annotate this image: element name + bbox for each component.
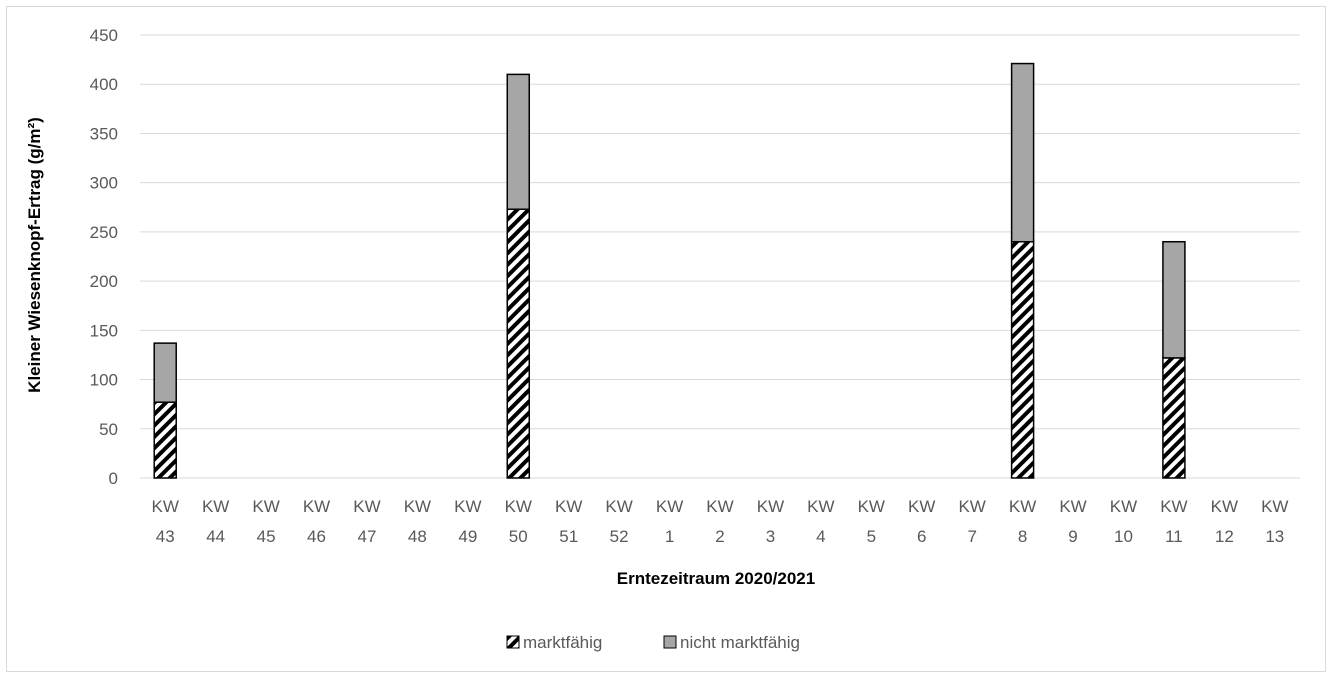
bar-marktfaehig <box>1010 240 1035 479</box>
bar-nicht-marktfaehig <box>1162 240 1186 359</box>
x-tick-label: KW <box>505 497 532 516</box>
x-tick-label: 11 <box>1165 527 1183 546</box>
x-tick-label: 2 <box>715 527 724 546</box>
x-tick-label: KW <box>454 497 481 516</box>
x-tick-label: 3 <box>766 527 775 546</box>
y-tick-label: 50 <box>99 420 118 439</box>
x-tick-label: 48 <box>408 527 427 546</box>
x-tick-label: KW <box>152 497 179 516</box>
bars <box>153 62 1186 479</box>
x-tick-label: KW <box>757 497 784 516</box>
x-tick-label: 1 <box>665 527 674 546</box>
x-tick-label: KW <box>202 497 229 516</box>
x-tick-label: KW <box>656 497 683 516</box>
x-tick-label: 46 <box>307 527 326 546</box>
x-tick-label: 51 <box>559 527 578 546</box>
x-tick-label: 50 <box>509 527 528 546</box>
chart-frame <box>6 6 1326 672</box>
x-tick-label: KW <box>1211 497 1238 516</box>
bar-nicht-marktfaehig <box>1010 62 1035 243</box>
x-tick-label: 6 <box>917 527 926 546</box>
x-tick-label: KW <box>706 497 733 516</box>
x-tick-label: KW <box>958 497 985 516</box>
x-tick-label: 47 <box>357 527 376 546</box>
legend-label-nicht-marktfaehig: nicht marktfähig <box>680 633 800 652</box>
x-tick-label: KW <box>404 497 431 516</box>
x-tick-label: 44 <box>206 527 225 546</box>
legend: marktfähig nicht marktfähig <box>506 633 800 652</box>
x-tick-label: 13 <box>1265 527 1284 546</box>
x-tick-label: 9 <box>1068 527 1077 546</box>
x-tick-label: KW <box>1009 497 1036 516</box>
x-tick-label: KW <box>858 497 885 516</box>
legend-swatch-nicht-marktfaehig <box>663 635 677 649</box>
x-tick-label: 10 <box>1114 527 1133 546</box>
y-tick-label: 100 <box>90 371 118 390</box>
y-tick-label: 300 <box>90 174 118 193</box>
x-tick-label: KW <box>353 497 380 516</box>
legend-label-marktfaehig: marktfähig <box>523 633 602 652</box>
y-tick-label: 350 <box>90 124 118 143</box>
y-axis-ticks: 0 50 100 150 200 250 300 350 400 450 <box>90 26 118 488</box>
y-tick-label: 200 <box>90 272 118 291</box>
x-tick-label: 43 <box>156 527 175 546</box>
x-tick-label: 45 <box>257 527 276 546</box>
x-tick-label: 12 <box>1215 527 1234 546</box>
x-tick-label: KW <box>1059 497 1086 516</box>
x-tick-label: KW <box>1160 497 1187 516</box>
legend-swatch-marktfaehig <box>506 635 520 649</box>
y-tick-label: 0 <box>109 469 118 488</box>
y-tick-label: 150 <box>90 321 118 340</box>
x-tick-label: KW <box>908 497 935 516</box>
x-tick-label: KW <box>1261 497 1288 516</box>
x-tick-label: KW <box>303 497 330 516</box>
x-tick-label: KW <box>252 497 279 516</box>
x-tick-label: KW <box>555 497 582 516</box>
x-axis-ticks: KW43KW44KW45KW46KW47KW48KW49KW50KW51KW52… <box>152 497 1289 546</box>
bar-nicht-marktfaehig <box>506 73 531 210</box>
x-axis-title: Erntezeitraum 2020/2021 <box>617 569 815 588</box>
x-tick-label: KW <box>807 497 834 516</box>
x-tick-label: 49 <box>458 527 477 546</box>
y-axis-title: Kleiner Wiesenknopf-Ertrag (g/m²) <box>25 117 44 393</box>
x-tick-label: 4 <box>816 527 825 546</box>
bar-marktfaehig <box>506 208 531 479</box>
x-tick-label: 5 <box>867 527 876 546</box>
y-tick-label: 400 <box>90 75 118 94</box>
bar-nicht-marktfaehig <box>153 342 177 403</box>
x-tick-label: 7 <box>967 527 976 546</box>
y-tick-label: 450 <box>90 26 118 45</box>
gridlines <box>140 34 1300 479</box>
y-tick-label: 250 <box>90 223 118 242</box>
x-tick-label: 52 <box>610 527 629 546</box>
x-tick-label: KW <box>1110 497 1137 516</box>
x-tick-label: 8 <box>1018 527 1027 546</box>
bar-marktfaehig <box>1162 357 1186 479</box>
bar-marktfaehig <box>153 401 177 479</box>
x-tick-label: KW <box>605 497 632 516</box>
